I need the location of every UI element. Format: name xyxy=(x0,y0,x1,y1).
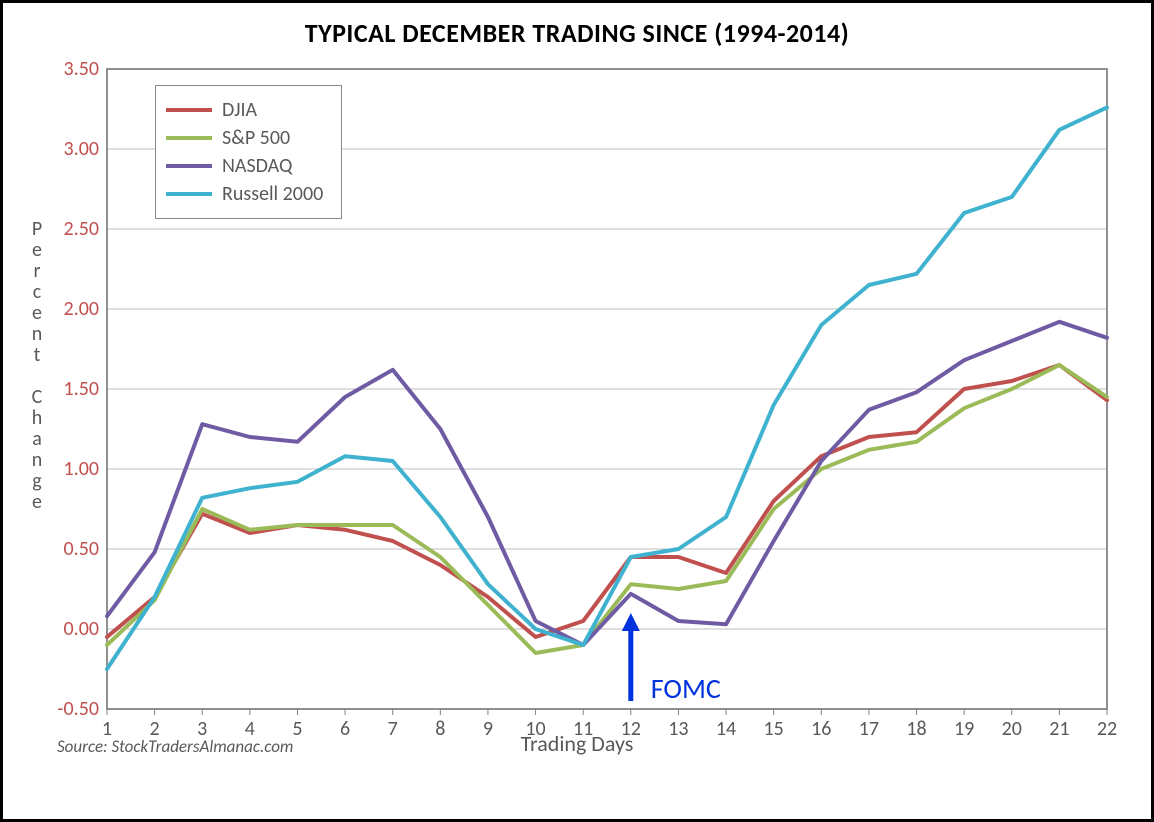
svg-text:0.00: 0.00 xyxy=(64,617,99,641)
legend: DJIA S&P 500 NASDAQ Russell 2000 xyxy=(155,85,342,219)
legend-swatch xyxy=(166,136,212,140)
legend-swatch xyxy=(166,164,212,168)
chart-container: TYPICAL DECEMBER TRADING SINCE (1994-201… xyxy=(0,0,1154,822)
svg-text:3.00: 3.00 xyxy=(64,137,99,161)
legend-item: S&P 500 xyxy=(166,126,323,150)
y-axis-label: Percent Change xyxy=(27,219,47,513)
svg-text:1.00: 1.00 xyxy=(64,457,99,481)
legend-swatch xyxy=(166,108,212,112)
svg-text:1.50: 1.50 xyxy=(64,377,99,401)
legend-item: NASDAQ xyxy=(166,154,323,178)
svg-text:-0.50: -0.50 xyxy=(57,697,99,721)
annotation-label: FOMC xyxy=(651,671,721,706)
legend-swatch xyxy=(166,192,212,196)
legend-label: S&P 500 xyxy=(222,126,290,150)
svg-text:0.50: 0.50 xyxy=(64,537,99,561)
legend-item: Russell 2000 xyxy=(166,182,323,206)
legend-label: DJIA xyxy=(222,98,257,122)
svg-text:2.50: 2.50 xyxy=(64,217,99,241)
svg-text:2.00: 2.00 xyxy=(64,297,99,321)
legend-label: NASDAQ xyxy=(222,154,293,178)
source-label: Source: StockTradersAlmanac.com xyxy=(57,736,293,757)
svg-text:3.50: 3.50 xyxy=(64,59,99,81)
chart-area: Percent Change -0.50 0.00 0.50 1.00 1.50 2.00… xyxy=(27,59,1127,779)
chart-title: TYPICAL DECEMBER TRADING SINCE (1994-201… xyxy=(21,17,1133,49)
legend-item: DJIA xyxy=(166,98,323,122)
legend-label: Russell 2000 xyxy=(222,182,323,206)
